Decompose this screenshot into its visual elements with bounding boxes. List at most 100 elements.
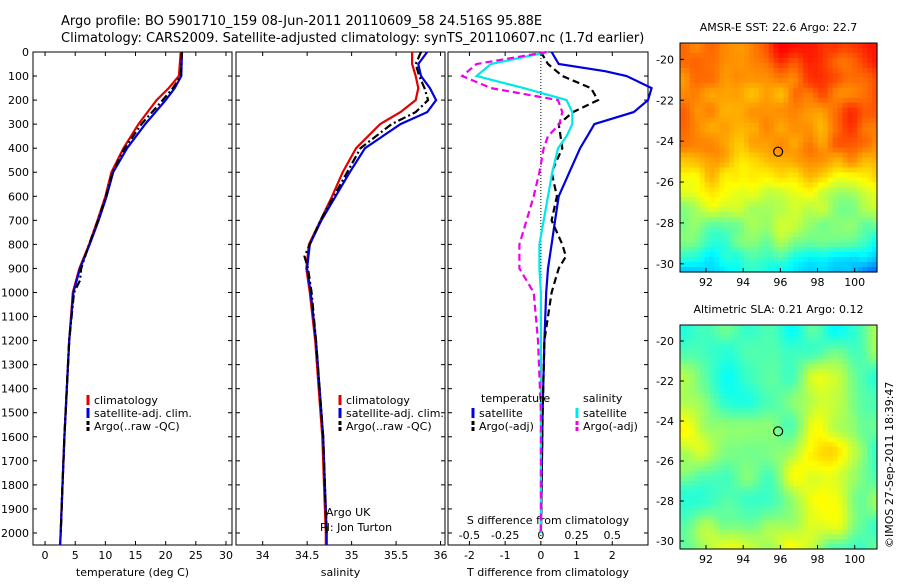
map-cell [684,132,691,139]
map-cell [704,232,711,238]
map-cell [837,52,844,59]
map-cell [822,466,829,472]
map-cell [857,480,863,487]
map-cell [778,359,785,365]
map-cell [694,202,701,208]
map-cell [817,52,824,59]
map-cell [867,162,873,169]
map-cell [699,378,706,385]
map-cell [714,529,720,535]
map-cell [753,232,760,238]
map-cell [719,212,725,218]
map-cell [803,514,809,521]
map-cell [684,107,691,114]
map-cell [788,267,794,273]
map-cell [734,524,740,531]
map-cell [803,92,809,99]
map-cell [704,417,711,423]
map-cell [724,378,730,385]
map-cell [758,383,765,389]
map-cell [778,197,785,203]
map-cell [817,407,824,414]
map-cell [872,132,878,139]
map-cell [699,461,706,467]
map-cell [734,187,740,193]
map-cell [753,534,760,540]
map-cell [714,87,720,94]
map-cell [704,349,711,355]
map-cell [719,437,725,443]
map-cell [758,47,765,54]
map-cell [788,427,794,433]
map-cell [773,97,780,104]
map-ytick-label: -26 [656,176,674,189]
map-cell [837,122,844,129]
map-cell [872,539,878,545]
map-cell [857,77,863,84]
map-cell [847,334,853,341]
map-cell [832,257,839,263]
map-cell [694,182,701,188]
map-cell [748,147,755,154]
map-cell [798,359,804,365]
map-cell [852,187,858,193]
map-cell [753,77,760,84]
map-cell [827,102,834,109]
map-cell [798,471,804,477]
map-cell [719,122,725,129]
map-cell [832,500,839,506]
map-cell [758,456,765,462]
map-cell [852,252,858,258]
map-cell [822,344,829,350]
map-cell [832,152,839,159]
map-cell [709,432,716,438]
map-cell [748,475,755,482]
map-cell [684,257,691,263]
map-cell [719,368,725,375]
map-cell [734,227,740,233]
ytick-label: 300 [8,118,29,131]
map-cell [729,242,735,248]
map-cell [724,412,730,419]
map-cell [808,407,814,414]
map-cell [689,72,696,79]
map-cell [867,402,873,409]
map-cell [812,157,819,164]
map-cell [744,52,750,59]
map-cell [689,368,696,375]
map-cell [709,412,716,419]
map-cell [704,122,711,129]
map-cell [778,62,785,69]
map-cell [808,257,814,263]
map-cell [724,147,730,154]
map-cell [753,112,760,119]
map-cell [704,202,711,208]
map-cell [763,368,770,375]
map-cell [783,147,789,154]
map-cell [680,363,686,370]
map-cell [842,162,849,169]
map-cell [724,427,730,433]
map-cell [753,514,760,521]
map-cell [699,354,706,360]
map-cell [739,539,745,545]
map-cell [783,519,789,526]
map-cell [734,422,740,428]
map-cell [832,222,839,228]
map-cell [808,466,814,472]
map-cell [714,157,720,164]
map-cell [857,107,863,114]
map-cell [744,222,750,228]
map-cell [768,237,775,243]
map-cell [748,368,755,375]
map-cell [748,112,755,119]
map-cell [719,490,725,497]
map-cell [763,446,770,453]
difference-xtick-label: 1 [573,549,580,562]
map-cell [862,252,868,258]
map-cell [763,510,770,516]
map-cell [768,187,775,193]
legend-header-salinity: salinity [583,392,623,405]
map-cell [812,102,819,109]
map-cell [680,152,686,159]
